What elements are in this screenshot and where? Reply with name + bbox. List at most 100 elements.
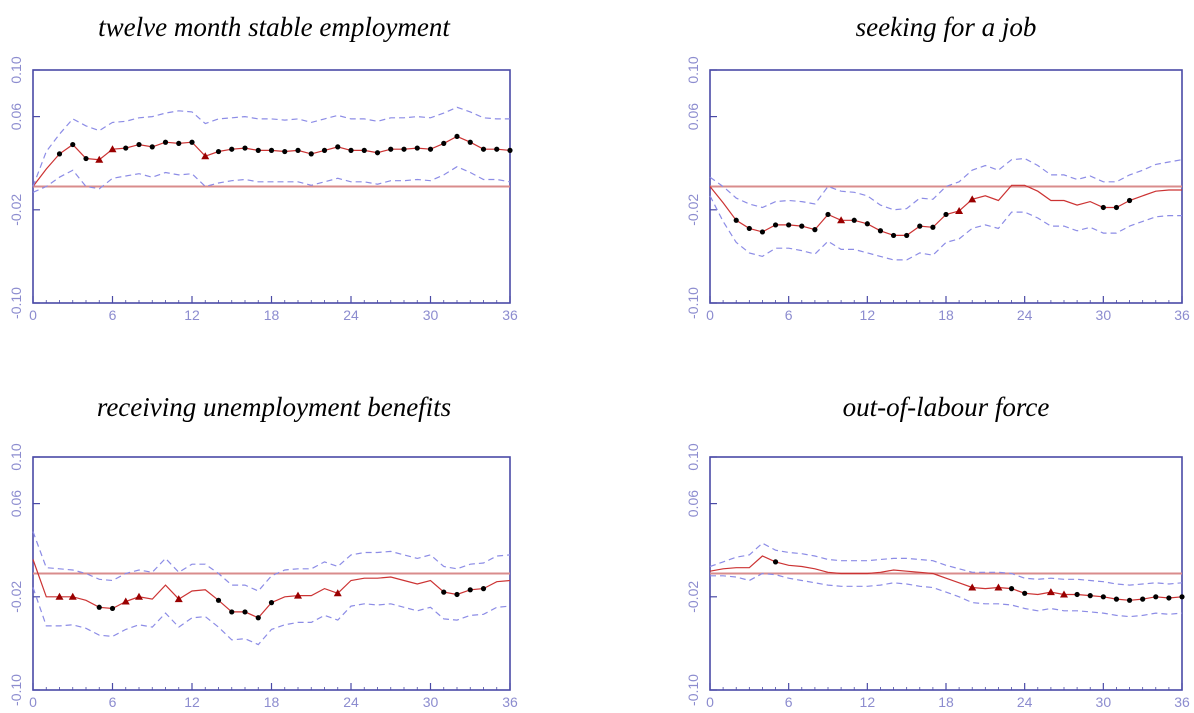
significant-point [1113, 596, 1120, 602]
x-tick-label: 12 [184, 307, 200, 323]
significant-point [308, 151, 314, 157]
marginal-point [108, 145, 117, 153]
x-tick-label: 36 [1174, 694, 1190, 710]
significant-point [149, 144, 155, 150]
x-tick-label: 6 [109, 694, 117, 710]
estimate-line [709, 555, 1183, 601]
x-tick-label: 36 [502, 694, 518, 710]
x-tick-label: 24 [343, 694, 359, 710]
significant-point [904, 232, 910, 239]
significant-point [361, 147, 367, 153]
significant-point [864, 221, 870, 227]
significant-point [388, 146, 394, 152]
significant-point [825, 211, 831, 218]
x-tick-label: 18 [938, 307, 954, 323]
significant-point [83, 155, 89, 162]
significant-point [215, 148, 222, 155]
significant-point [282, 148, 288, 155]
significant-point [441, 140, 447, 146]
significant-point [109, 605, 116, 612]
y-tick-label: 0.06 [685, 490, 701, 517]
significant-point [1140, 596, 1146, 602]
x-tick-label: 0 [706, 307, 714, 323]
significant-point [786, 222, 792, 228]
y-tick-label: -0.02 [8, 581, 24, 613]
marginal-point [994, 583, 1003, 591]
x-tick-label: 0 [29, 307, 37, 323]
marginal-point [837, 216, 846, 224]
significant-point [414, 145, 420, 151]
significant-point [812, 227, 818, 233]
y-tick-label: -0.02 [8, 194, 24, 226]
significant-point [268, 147, 275, 153]
significant-point [943, 211, 949, 218]
significant-point [507, 147, 513, 153]
significant-point [1153, 594, 1159, 600]
marginal-point [55, 592, 64, 600]
marginal-point [1060, 590, 1068, 598]
significant-point [348, 147, 354, 153]
marginal-point [294, 591, 302, 599]
marginal-point [174, 595, 183, 603]
marginal-point [135, 592, 143, 600]
x-tick-label: 36 [502, 307, 518, 323]
estimate-line [32, 559, 511, 619]
marginal-point [968, 195, 977, 203]
x-tick-label: 24 [343, 307, 359, 323]
y-tick-label: 0.10 [8, 56, 24, 83]
x-tick-label: 18 [264, 307, 280, 323]
significant-point [229, 146, 235, 152]
x-tick-label: 0 [29, 694, 37, 710]
y-tick-label: 0.06 [8, 490, 24, 517]
significant-point [733, 217, 739, 223]
estimate-line [709, 184, 1182, 236]
marginal-point [95, 155, 104, 163]
chart-title: twelve month stable employment [98, 12, 451, 42]
significant-point [759, 229, 766, 235]
significant-point [851, 217, 857, 223]
significant-point [162, 139, 169, 145]
upper-bound-line [32, 106, 510, 187]
lower-bound-line [710, 572, 1183, 618]
marginal-point [333, 589, 342, 597]
significant-point [917, 223, 923, 229]
significant-point [746, 225, 752, 232]
significant-point [772, 559, 779, 565]
significant-point [215, 597, 222, 603]
significant-point [467, 139, 473, 145]
significant-point [877, 228, 884, 234]
significant-point [255, 147, 261, 153]
y-tick-label: -0.02 [685, 581, 701, 613]
chart-panel-1: seeking for a job 0 6 12 18 24 30 36 -0.10 -0.02 0… [685, 12, 1190, 323]
significant-point [401, 146, 407, 152]
significant-point [123, 145, 129, 151]
marginal-point [201, 152, 210, 160]
significant-point [96, 604, 102, 610]
y-tick-label: 0.10 [685, 443, 701, 470]
significant-point [1100, 594, 1106, 600]
significant-point [176, 140, 182, 146]
lower-bound-line [32, 166, 511, 193]
significant-point [454, 133, 460, 140]
chart-title: receiving unemployment benefits [97, 392, 451, 422]
x-tick-label: 30 [423, 307, 439, 323]
x-tick-label: 30 [1096, 307, 1112, 323]
significant-point [242, 609, 248, 615]
significant-point [454, 591, 460, 598]
chart-panel-3: out-of-labour force 0 6 12 18 24 30 36 -0.10 -0.0… [685, 392, 1190, 710]
significant-point [335, 144, 341, 150]
significant-point [1126, 197, 1133, 204]
marginal-point [1046, 588, 1055, 596]
chart-title: out-of-labour force [843, 392, 1050, 422]
lower-bound-line [709, 195, 1182, 261]
significant-point [56, 151, 63, 157]
significant-point [321, 147, 328, 153]
significant-point [772, 222, 779, 228]
y-tick-label: -0.02 [685, 194, 701, 226]
chart-title: seeking for a job [856, 12, 1037, 42]
y-tick-label: -0.10 [8, 674, 24, 706]
significant-point [890, 232, 897, 239]
chart-panel-2: receiving unemployment benefits 0 6 12 18 24 3… [8, 392, 518, 710]
significant-point [1126, 597, 1133, 603]
chart-panel-0: twelve month stable employment 0 6 12 18 24 30… [8, 12, 518, 323]
